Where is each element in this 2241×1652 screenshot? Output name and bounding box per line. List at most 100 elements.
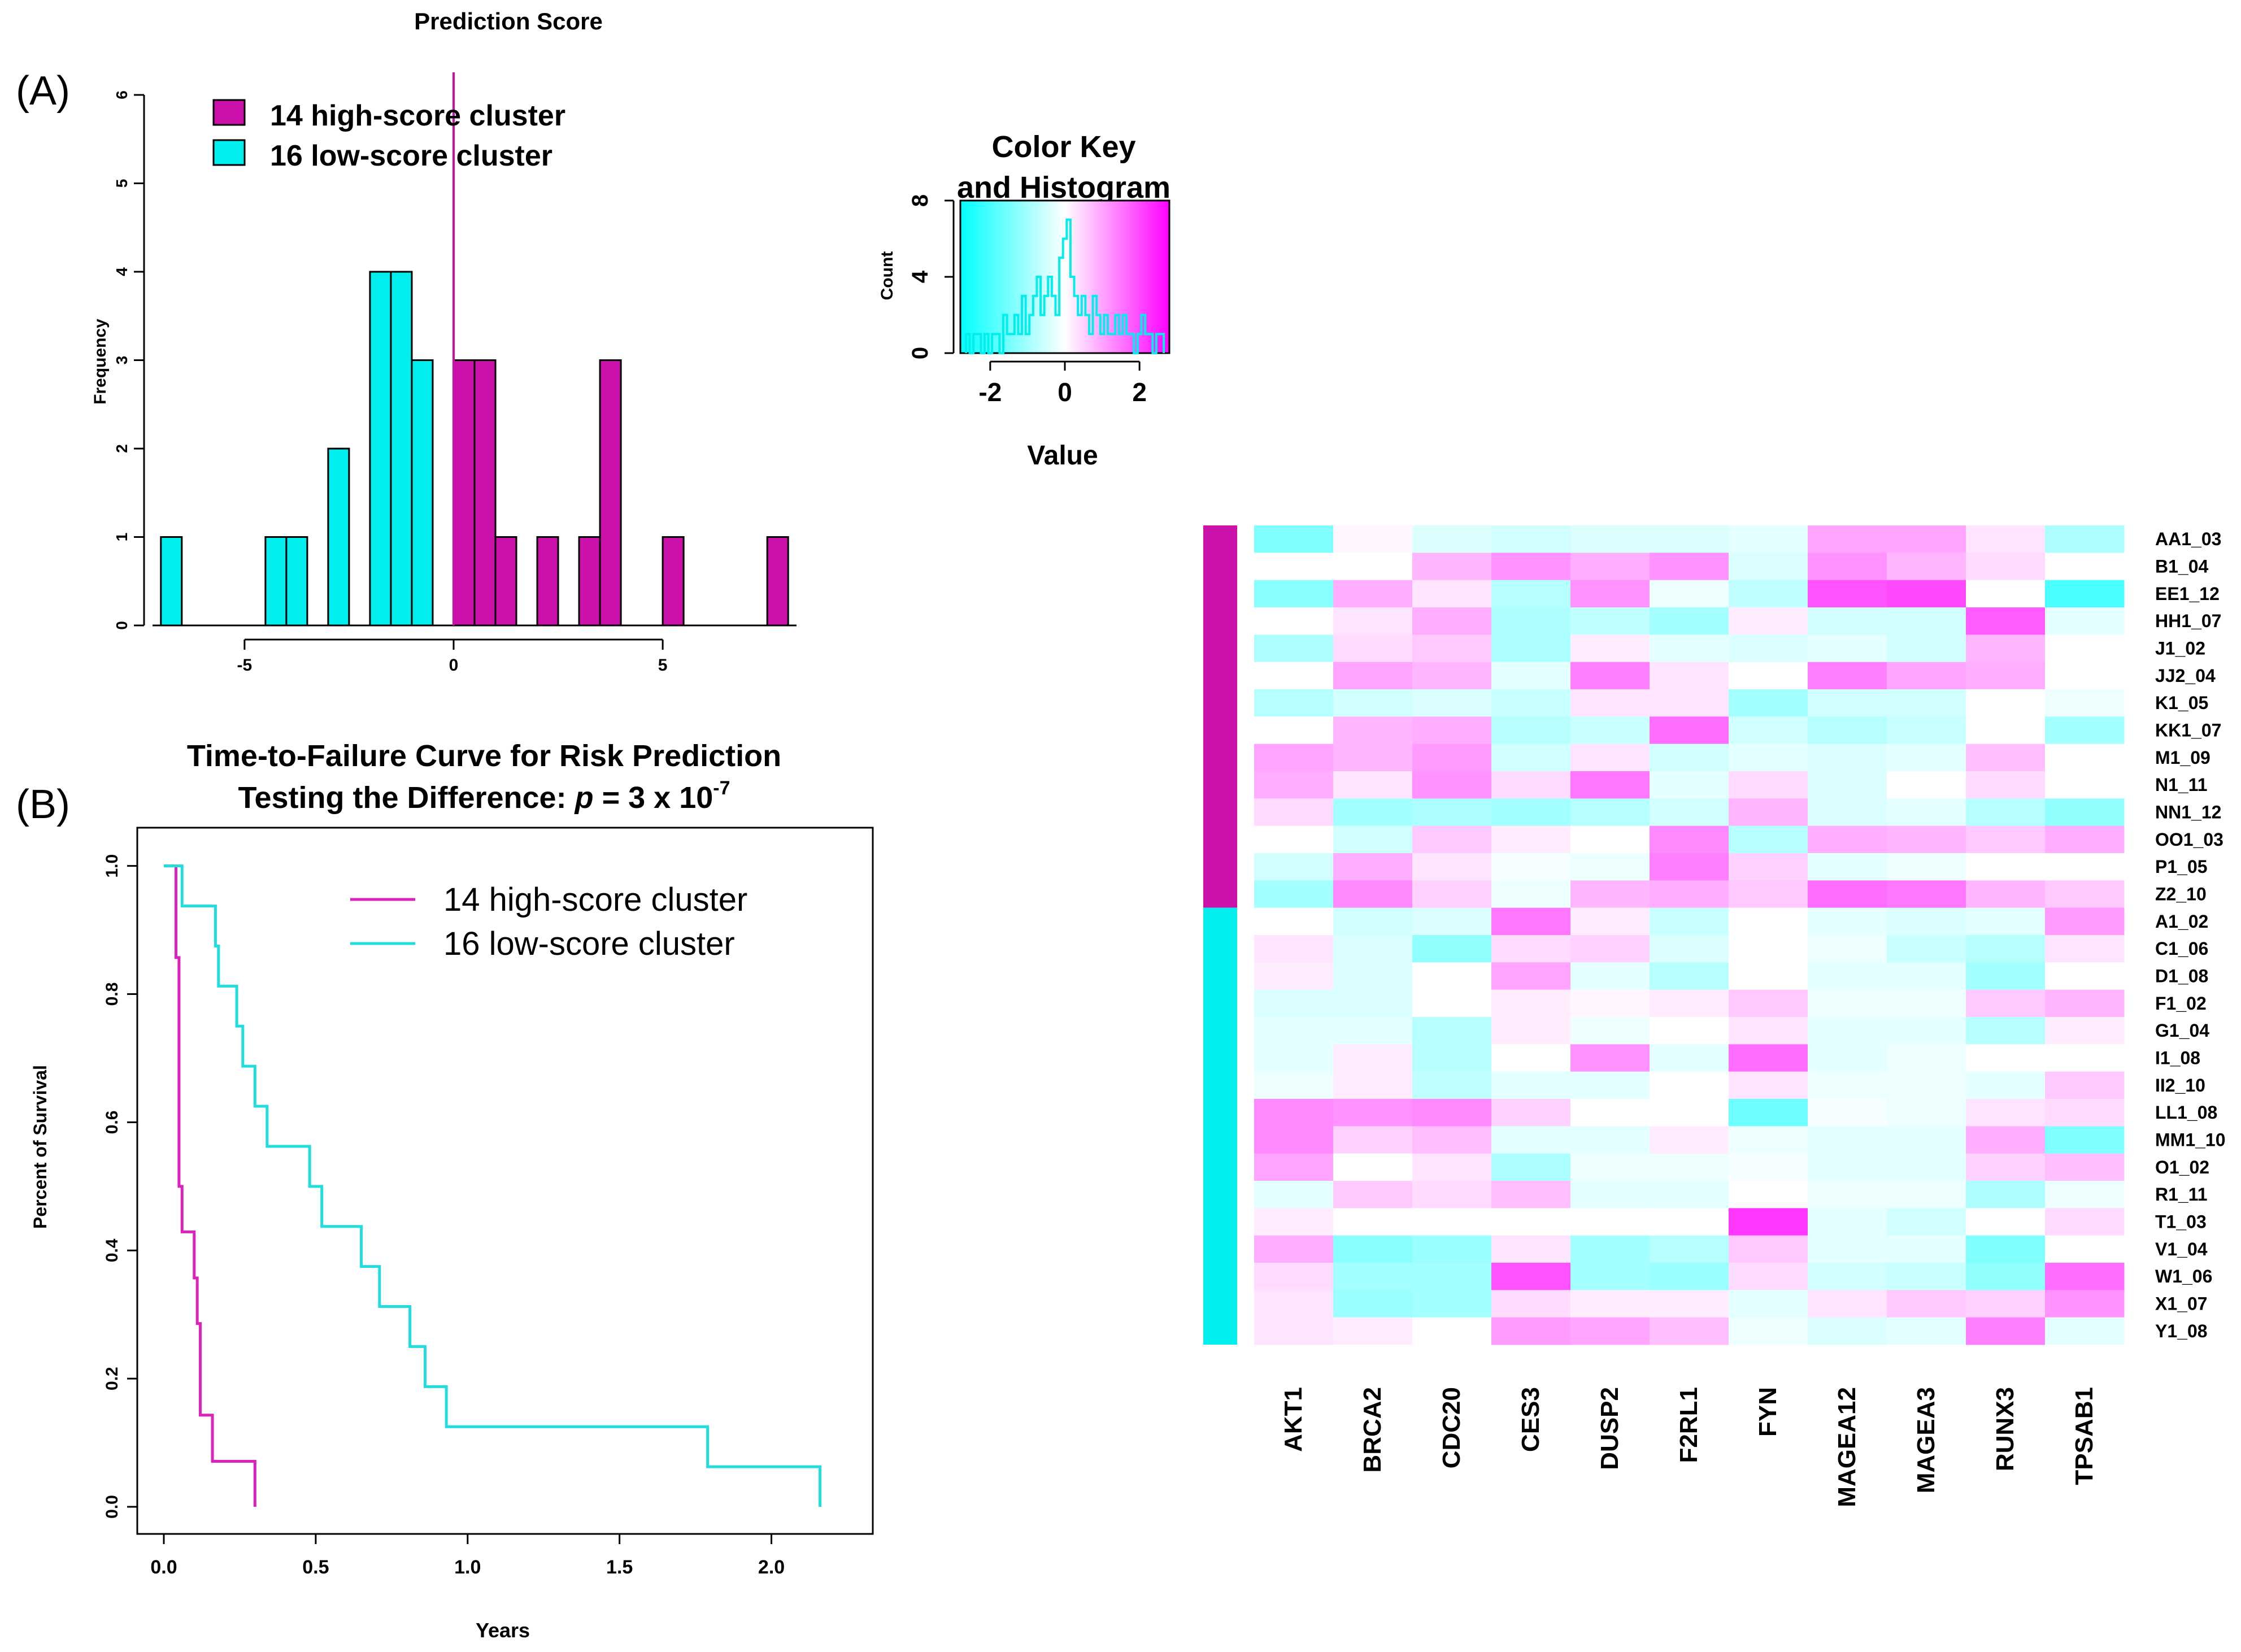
heatmap-cell: [1412, 1126, 1492, 1154]
heatmap-cell: [1491, 880, 1571, 908]
heatmap-cell: [1333, 1317, 1413, 1345]
heatmap-cell: [2045, 935, 2125, 963]
histogram-ylabel: Frequency: [91, 319, 110, 405]
heatmap-cell: [1570, 935, 1650, 963]
heatmap-cell: [1729, 853, 1808, 881]
heatmap-cell: [1887, 1317, 1966, 1345]
heatmap-column-label: FYN: [1754, 1387, 1782, 1437]
heatmap-cell: [1333, 1153, 1413, 1181]
row-cluster-bar: [1203, 525, 1237, 1345]
histogram-y-tick-label: 6: [113, 90, 130, 99]
heatmap-cell: [1887, 880, 1966, 908]
heatmap-cell: [1333, 607, 1413, 635]
heatmap-row-label: Y1_08: [2155, 1321, 2208, 1341]
heatmap-cell: [1254, 935, 1334, 963]
heatmap-cell: [1966, 716, 2046, 745]
heatmap-cell: [2045, 962, 2125, 990]
legend-swatch-high: [212, 99, 246, 126]
heatmap-cell: [1887, 962, 1966, 990]
heatmap-cell: [1650, 1153, 1729, 1181]
color-key-x-axis: -2 0 2: [978, 360, 1147, 407]
histogram-bar-low: [390, 271, 413, 627]
color-key-x-tick-label: 2: [1132, 377, 1147, 407]
heatmap-cell: [1491, 825, 1571, 854]
survival-legend-low: 16 low-score cluster: [443, 925, 735, 962]
heatmap-cell: [2045, 553, 2125, 581]
heatmap-cell: [1491, 662, 1571, 690]
heatmap-row-label: D1_08: [2155, 966, 2208, 986]
heatmap-cell: [2045, 1126, 2125, 1154]
heatmap-cell: [1966, 607, 2046, 635]
heatmap-cell: [1570, 1099, 1650, 1127]
heatmap-cell: [1570, 1126, 1650, 1154]
heatmap-cell: [1887, 798, 1966, 827]
heatmap-cell: [1650, 1181, 1729, 1208]
heatmap-cell: [1729, 1263, 1808, 1290]
heatmap-row-label: G1_04: [2155, 1020, 2209, 1041]
heatmap-cell: [1412, 1181, 1492, 1208]
heatmap-cell: [1570, 907, 1650, 936]
heatmap-cell: [2045, 744, 2125, 772]
heatmap-cell: [1254, 553, 1334, 581]
heatmap-cell: [1570, 1208, 1650, 1236]
heatmap-cell: [1333, 525, 1413, 553]
heatmap-cell: [1966, 580, 2046, 608]
heatmap-cell: [1333, 553, 1413, 581]
heatmap-cell: [1412, 1017, 1492, 1045]
heatmap-cell: [1333, 853, 1413, 881]
heatmap-cell: [1887, 744, 1966, 772]
heatmap-column-labels: AKT1 BRCA2 CDC20 CES3 DUSP2 F2RL1 FYN MAGEA12 MA…: [1280, 1387, 2098, 1507]
heatmap-cell: [1729, 580, 1808, 608]
heatmap-cell: [1729, 798, 1808, 827]
heatmap-cell: [1254, 744, 1334, 772]
heatmap-cell: [1887, 1071, 1966, 1099]
heatmap-row-label: M1_09: [2155, 747, 2210, 768]
histogram-bar-low: [160, 536, 183, 627]
heatmap-cell: [1254, 907, 1334, 936]
heatmap-cell: [1966, 1153, 2046, 1181]
histogram-title: Prediction Score: [414, 8, 603, 34]
color-key: Color Key and Histogram Count 0 4 8 -2 0 2 V…: [878, 130, 1170, 471]
histogram-bar-high: [578, 536, 601, 627]
histogram-y-tick-label: 2: [113, 444, 130, 453]
heatmap-cell: [1333, 1099, 1413, 1127]
heatmap-cell: [1412, 1235, 1492, 1263]
heatmap-cell: [1808, 935, 1887, 963]
heatmap-cell: [2045, 771, 2125, 799]
heatmap-cell: [1254, 1044, 1334, 1072]
survival-y-tick-label: 0.4: [103, 1238, 121, 1262]
heatmap-cell: [1491, 989, 1571, 1018]
heatmap-cell: [1729, 1235, 1808, 1263]
heatmap-cell: [1570, 1044, 1650, 1072]
heatmap-cell: [1412, 1153, 1492, 1181]
heatmap-cell: [1570, 989, 1650, 1018]
heatmap-cell: [1808, 634, 1887, 663]
survival-ylabel: Percent of Survival: [30, 1065, 50, 1229]
heatmap-column-label: CDC20: [1438, 1387, 1465, 1468]
heatmap-cell: [1491, 1317, 1571, 1345]
heatmap-cell: [1887, 580, 1966, 608]
heatmap-cell: [1491, 798, 1571, 827]
heatmap-cell: [1254, 989, 1334, 1018]
heatmap-cell: [2045, 1153, 2125, 1181]
row-cluster-high: [1203, 525, 1237, 908]
heatmap-row-label: KK1_07: [2155, 720, 2221, 741]
heatmap-cell: [1650, 798, 1729, 827]
histogram-y-tick-label: 3: [113, 356, 130, 365]
survival-series: [164, 864, 822, 1507]
heatmap-cell: [1412, 907, 1492, 936]
heatmap-cell: [1333, 880, 1413, 908]
heatmap-cell: [1254, 880, 1334, 908]
heatmap-cell: [1570, 1071, 1650, 1099]
color-key-histogram: [964, 218, 1165, 354]
heatmap-cell: [1966, 798, 2046, 827]
heatmap-cell: [1729, 880, 1808, 908]
heatmap-cell: [1966, 1044, 2046, 1072]
heatmap-cell: [1650, 935, 1729, 963]
heatmap-cell: [1412, 825, 1492, 854]
histogram-x-tick-label: 5: [658, 656, 668, 675]
heatmap-cell: [1412, 1263, 1492, 1290]
histogram-bar-high: [599, 359, 622, 627]
survival-legend: 14 high-score cluster 16 low-score clust…: [350, 881, 747, 962]
heatmap-cell: [1412, 880, 1492, 908]
